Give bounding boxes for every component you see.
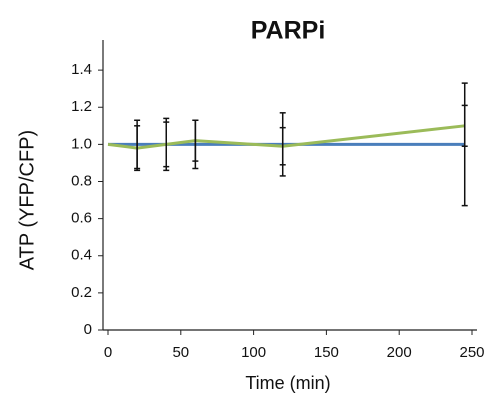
error-bar <box>192 119 199 162</box>
error-bar <box>461 104 468 147</box>
chart-title: PARPi <box>251 17 326 45</box>
y-tick-label: 0 <box>84 321 92 338</box>
x-tick-label: 250 <box>459 344 484 361</box>
x-tick-label: 100 <box>241 344 266 361</box>
y-axis-label: ATP (YFP/CFP) <box>16 130 38 270</box>
error-bar <box>279 126 286 166</box>
y-tick-label: 0.4 <box>71 247 92 264</box>
x-axis-label: Time (min) <box>245 373 330 393</box>
y-tick-label: 0.8 <box>71 172 92 189</box>
x-tick-label: 50 <box>172 344 189 361</box>
x-tick-label: 150 <box>314 344 339 361</box>
y-tick-label: 0.6 <box>71 210 92 227</box>
x-tick-label: 200 <box>387 344 412 361</box>
x-tick-label: 0 <box>104 344 112 361</box>
y-tick-label: 1.0 <box>71 135 92 152</box>
error-bar <box>134 125 141 172</box>
error-bar <box>163 121 170 168</box>
series-line <box>107 124 465 150</box>
y-tick-label: 1.4 <box>71 61 92 78</box>
y-tick-label: 1.2 <box>71 98 92 115</box>
y-tick-label: 0.2 <box>71 284 92 301</box>
